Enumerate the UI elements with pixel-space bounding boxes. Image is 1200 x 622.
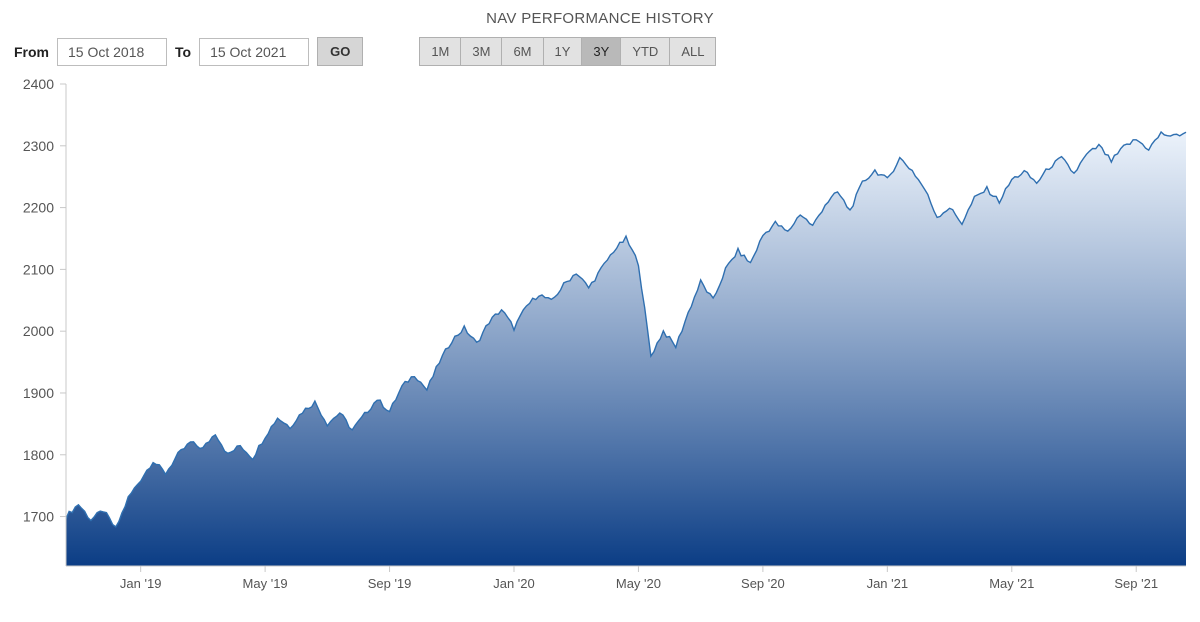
from-label: From bbox=[14, 44, 49, 60]
y-tick-label: 1800 bbox=[23, 447, 54, 463]
x-tick-label: Jan '20 bbox=[493, 576, 535, 591]
range-button-group: 1M3M6M1Y3YYTDALL bbox=[419, 37, 716, 66]
range-button-ytd[interactable]: YTD bbox=[620, 37, 669, 66]
range-button-3m[interactable]: 3M bbox=[460, 37, 501, 66]
range-button-1m[interactable]: 1M bbox=[419, 37, 460, 66]
x-tick-label: Jan '19 bbox=[120, 576, 162, 591]
to-label: To bbox=[175, 44, 191, 60]
y-tick-label: 2400 bbox=[23, 76, 54, 92]
y-tick-label: 2200 bbox=[23, 200, 54, 216]
page-title: NAV PERFORMANCE HISTORY bbox=[0, 0, 1200, 33]
range-button-3y[interactable]: 3Y bbox=[581, 37, 620, 66]
range-button-1y[interactable]: 1Y bbox=[543, 37, 582, 66]
y-tick-label: 2300 bbox=[23, 138, 54, 154]
x-tick-label: Sep '20 bbox=[741, 576, 785, 591]
y-tick-label: 1900 bbox=[23, 385, 54, 401]
x-tick-label: May '19 bbox=[243, 576, 288, 591]
controls-bar: From To GO 1M3M6M1Y3YYTDALL bbox=[0, 33, 1200, 76]
go-button[interactable]: GO bbox=[317, 37, 363, 66]
x-tick-label: May '20 bbox=[616, 576, 661, 591]
y-tick-label: 1700 bbox=[23, 509, 54, 525]
range-button-6m[interactable]: 6M bbox=[501, 37, 542, 66]
range-button-all[interactable]: ALL bbox=[669, 37, 716, 66]
x-tick-label: May '21 bbox=[989, 576, 1034, 591]
x-tick-label: Sep '21 bbox=[1114, 576, 1158, 591]
nav-performance-chart: 1700 1800 1900 2000 2100 2200 2300 2400 Jan '19 M… bbox=[0, 76, 1200, 606]
x-tick-label: Sep '19 bbox=[368, 576, 412, 591]
from-date-input[interactable] bbox=[57, 38, 167, 66]
y-tick-label: 2000 bbox=[23, 323, 54, 339]
to-date-input[interactable] bbox=[199, 38, 309, 66]
x-tick-label: Jan '21 bbox=[867, 576, 909, 591]
y-tick-label: 2100 bbox=[23, 261, 54, 277]
